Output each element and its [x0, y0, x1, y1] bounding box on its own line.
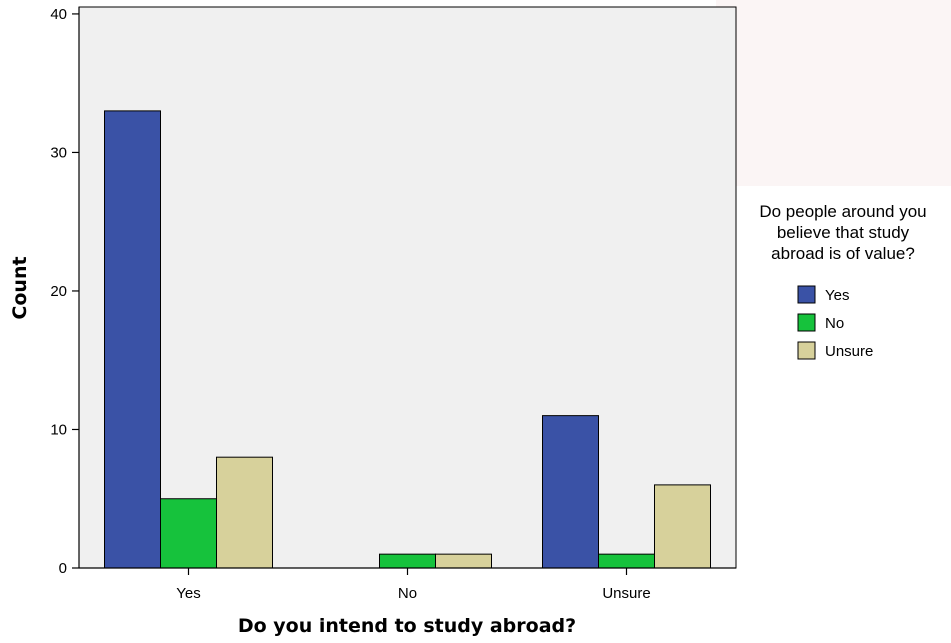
y-tick-label: 10 [50, 421, 67, 438]
x-tick-label: Yes [176, 585, 200, 602]
legend-title-line-1: Do people around you [759, 202, 926, 221]
legend-label-unsure: Unsure [825, 343, 873, 360]
legend-swatch-yes [797, 285, 816, 304]
bar-yes-unsure [542, 415, 599, 569]
x-axis-title: Do you intend to study abroad? [238, 615, 576, 637]
bar-unsure-no [435, 553, 492, 569]
legend-title-line-3: abroad is of value? [771, 244, 915, 263]
legend-swatch-unsure [797, 341, 816, 360]
y-tick-label: 0 [59, 560, 67, 577]
bar-no-unsure [598, 553, 655, 569]
bar-yes-yes [104, 110, 161, 569]
bar-unsure-unsure [654, 484, 711, 569]
bar-no-yes [160, 498, 217, 569]
y-axis-title: Count [9, 256, 31, 319]
top-right-background [716, 0, 951, 186]
bars-group [104, 110, 711, 569]
y-tick-label: 20 [50, 283, 67, 300]
y-axis-ticks: 0 10 20 30 40 [50, 6, 79, 577]
plot-area [78, 6, 737, 569]
y-tick-label: 30 [50, 144, 67, 161]
x-tick-label: No [398, 585, 417, 602]
bar-unsure-yes [216, 456, 273, 569]
legend: Do people around you believe that study … [759, 202, 926, 360]
legend-label-no: No [825, 315, 844, 332]
y-tick-label: 40 [50, 6, 67, 23]
x-tick-label: Unsure [602, 585, 650, 602]
legend-label-yes: Yes [825, 287, 849, 304]
legend-swatch-no [797, 313, 816, 332]
bar-no-no [379, 553, 436, 569]
x-axis-ticks: Yes No Unsure [176, 568, 651, 602]
legend-title-line-2: believe that study [777, 223, 910, 242]
legend-items: Yes No Unsure [797, 285, 873, 360]
